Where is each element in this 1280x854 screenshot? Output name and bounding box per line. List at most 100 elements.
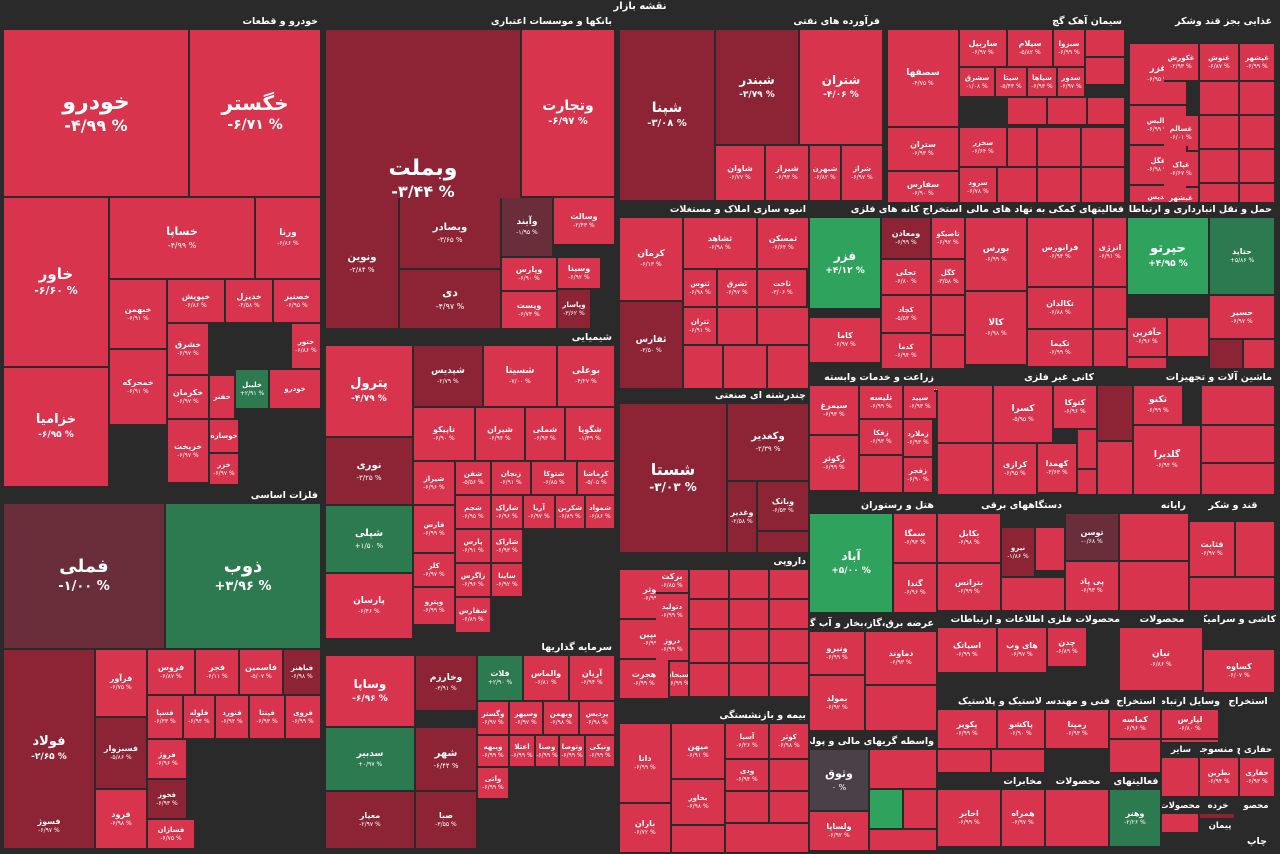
treemap-tile[interactable]: پی پاد -۶/۹۳ %: [1066, 562, 1120, 612]
treemap-tile[interactable]: نیرو -۱/۸۶ %: [1002, 528, 1036, 578]
treemap-tile[interactable]: والماس -۶/۸۱ %: [524, 656, 570, 702]
treemap-tile[interactable]: لپارس -۶/۸۰ %: [1162, 710, 1220, 740]
treemap-cell[interactable]: [1078, 430, 1098, 470]
treemap-tile[interactable]: شپنا -۳/۰۸ %: [620, 30, 716, 202]
treemap-tile[interactable]: فلات +۲/۹۰ %: [478, 656, 524, 702]
treemap-tile[interactable]: آباد +۵/۰۰ %: [810, 514, 894, 614]
treemap-tile[interactable]: حپرتو +۴/۹۵ %: [1128, 218, 1210, 296]
treemap-tile[interactable]: اخابر -۶/۹۹ %: [938, 790, 1002, 848]
treemap-cell[interactable]: [860, 456, 904, 494]
treemap-tile[interactable]: صبا -۳/۵۵ %: [416, 792, 478, 850]
treemap-tile[interactable]: شپدیس -۲/۷۹ %: [414, 346, 484, 408]
treemap-tile[interactable]: شپلی +۱/۵۰ %: [326, 506, 414, 574]
treemap-tile[interactable]: زفجر -۶/۹۰ %: [904, 458, 934, 494]
treemap-cell[interactable]: [730, 570, 770, 600]
treemap-tile[interactable]: کسرا -۵/۹۵ %: [994, 386, 1054, 444]
treemap-tile[interactable]: دماوند -۶/۹۳ %: [866, 632, 938, 686]
treemap-cell[interactable]: [870, 830, 938, 852]
treemap-tile[interactable]: ثتران -۶/۹۱ %: [684, 308, 718, 346]
treemap-cell[interactable]: [1240, 116, 1276, 150]
treemap-tile[interactable]: ویبهه -۶/۹۹ %: [478, 736, 510, 768]
treemap-tile[interactable]: انرژی -۶/۹۱ %: [1094, 218, 1128, 288]
treemap-tile[interactable]: پارسان -۶/۴۶ %: [326, 574, 414, 640]
treemap-tile[interactable]: ختور -۶/۸۶ %: [292, 324, 322, 370]
treemap-tile[interactable]: ثمسکن -۶/۶۴ %: [758, 218, 810, 270]
treemap-tile[interactable]: فاسمین -۵/۰۷ %: [240, 650, 284, 696]
treemap-cell[interactable]: [684, 346, 724, 390]
treemap-tile[interactable]: میهن -۶/۹۱ %: [672, 724, 726, 780]
treemap-tile[interactable]: ساربیل -۶/۹۷ %: [960, 30, 1008, 68]
treemap-tile[interactable]: فزر +۴/۱۲ %: [810, 218, 882, 310]
treemap-cell[interactable]: [1162, 814, 1200, 834]
treemap-cell[interactable]: [690, 664, 730, 698]
treemap-cell[interactable]: [1128, 358, 1168, 370]
treemap-cell[interactable]: [690, 630, 730, 664]
treemap-tile[interactable]: سخزر -۶/۶۴ %: [960, 128, 1008, 168]
treemap-cell[interactable]: [770, 792, 810, 824]
treemap-tile[interactable]: سرود -۶/۷۸ %: [960, 168, 998, 208]
treemap-tile[interactable]: فخوز -۶/۹۳ %: [148, 780, 188, 820]
treemap-tile[interactable]: شبندر -۳/۷۹ %: [716, 30, 800, 146]
treemap-tile[interactable]: فباهنر -۶/۹۸ %: [284, 650, 322, 696]
treemap-tile[interactable]: بخاور -۶/۹۸ %: [672, 780, 726, 826]
treemap-cell[interactable]: [1098, 386, 1134, 442]
treemap-tile[interactable]: خزامیا -۶/۹۵ %: [4, 368, 110, 488]
treemap-tile[interactable]: قثابت -۶/۹۷ %: [1190, 522, 1236, 578]
treemap-tile[interactable]: کرمان -۶/۱۳ %: [620, 218, 684, 302]
treemap-cell[interactable]: [1202, 386, 1276, 426]
treemap-cell[interactable]: [1190, 578, 1276, 612]
treemap-cell[interactable]: [770, 570, 810, 600]
treemap-tile[interactable]: باران -۶/۷۲ %: [620, 804, 672, 854]
treemap-tile[interactable]: کهمدا -۳/۶۳ %: [1038, 444, 1078, 494]
treemap-tile[interactable]: وهنر -۲/۲۶ %: [1110, 790, 1162, 848]
treemap-cell[interactable]: [1200, 116, 1240, 150]
treemap-tile[interactable]: زکوثر -۶/۹۹ %: [810, 436, 860, 492]
treemap-cell[interactable]: [1162, 758, 1200, 798]
treemap-cell[interactable]: [730, 600, 770, 630]
treemap-tile[interactable]: وساپا -۶/۹۶ %: [326, 656, 416, 728]
treemap-tile[interactable]: سدبیر +۰/۹۷ %: [326, 728, 416, 792]
treemap-tile[interactable]: وبصادر -۳/۶۵ %: [400, 198, 502, 270]
treemap-tile[interactable]: تکیما -۶/۹۹ %: [1028, 330, 1094, 368]
treemap-tile[interactable]: وتوصا -۶/۹۹ %: [560, 736, 586, 768]
treemap-tile[interactable]: ثتوس -۶/۹۸ %: [684, 270, 718, 308]
treemap-tile[interactable]: فرود -۶/۹۸ %: [96, 790, 148, 850]
treemap-cell[interactable]: [758, 532, 810, 554]
treemap-tile[interactable]: غکورش -۲/۹۳ %: [1164, 44, 1200, 82]
treemap-cell[interactable]: [1008, 128, 1038, 168]
treemap-tile[interactable]: شبهرن -۶/۸۲ %: [810, 146, 842, 202]
treemap-tile[interactable]: اسیاتک -۶/۹۹ %: [938, 628, 998, 674]
treemap-tile[interactable]: شگویا -۱/۴۹ %: [566, 408, 616, 462]
treemap-tile[interactable]: سپید -۶/۹۳ %: [904, 386, 938, 420]
treemap-tile[interactable]: کچاد -۵/۵۳ %: [882, 296, 932, 334]
treemap-tile[interactable]: فسازان -۶/۷۵ %: [148, 820, 196, 850]
treemap-tile[interactable]: کالا -۶/۹۸ %: [966, 292, 1028, 366]
treemap-tile[interactable]: حسیر -۶/۹۷ %: [1210, 296, 1276, 340]
treemap-tile[interactable]: شفن -۵/۵۶ %: [456, 462, 492, 496]
treemap-cell[interactable]: [866, 686, 938, 732]
treemap-tile[interactable]: خوسازه: [210, 420, 240, 454]
treemap-tile[interactable]: ونیرو -۶/۹۹ %: [810, 632, 866, 676]
treemap-cell[interactable]: [1086, 58, 1126, 86]
treemap-tile[interactable]: ورنا -۶/۸۶ %: [256, 198, 322, 280]
treemap-tile[interactable]: های وب -۶/۹۷ %: [998, 628, 1048, 674]
treemap-tile[interactable]: فارس -۶/۹۹ %: [414, 506, 456, 554]
treemap-cell[interactable]: [1120, 562, 1190, 612]
treemap-cell[interactable]: [938, 444, 994, 496]
treemap-tile[interactable]: شهر -۶/۴۴ %: [416, 728, 478, 792]
treemap-tile[interactable]: فنورد -۶/۹۲ %: [216, 696, 250, 740]
treemap-tile[interactable]: خپویش -۶/۸۶ %: [168, 280, 226, 324]
treemap-tile[interactable]: ساینا -۶/۹۲ %: [492, 564, 524, 598]
treemap-cell[interactable]: [938, 750, 992, 774]
treemap-tile[interactable]: پردیس -۶/۹۸ %: [580, 702, 616, 736]
treemap-tile[interactable]: آریا -۶/۹۷ %: [524, 496, 556, 530]
treemap-cell[interactable]: [932, 296, 966, 336]
treemap-tile[interactable]: گلدیرا -۶/۹۴ %: [1134, 426, 1202, 496]
treemap-tile[interactable]: توسن -۰/۶۸ %: [1066, 514, 1120, 562]
treemap-cell[interactable]: [932, 336, 966, 370]
treemap-tile[interactable]: فلوله -۶/۹۳ %: [184, 696, 216, 740]
treemap-tile[interactable]: تلیسه -۶/۹۹ %: [860, 386, 904, 420]
treemap-cell[interactable]: [998, 168, 1038, 208]
treemap-tile[interactable]: شیراز -۶/۹۶ %: [414, 462, 456, 506]
treemap-cell[interactable]: [1078, 470, 1098, 496]
